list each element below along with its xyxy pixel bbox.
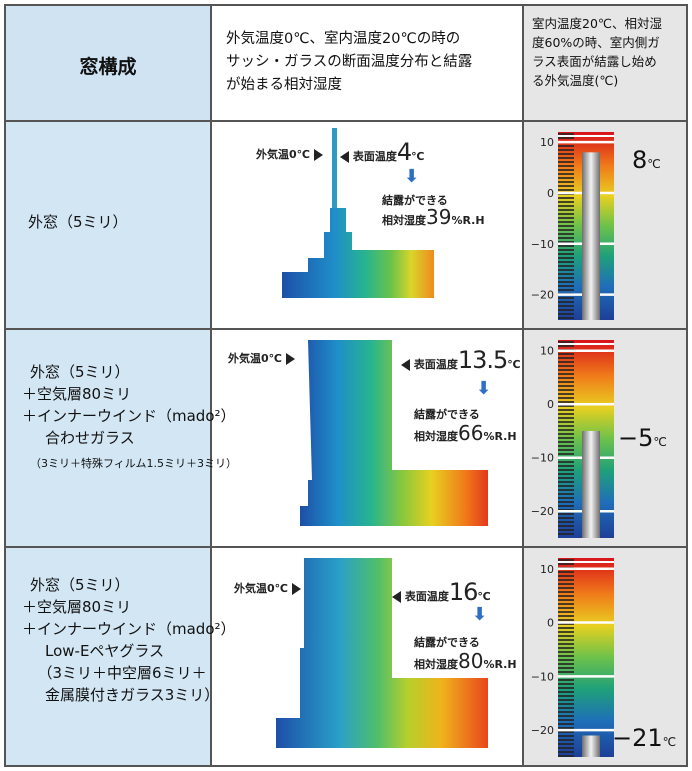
row2-label-note: （3ミリ＋特殊フィルム1.5ミリ＋3ミリ） <box>30 457 238 470</box>
row1-condensation-text: 結露ができる 相対湿度39%R.H <box>382 194 485 229</box>
row1-thermometer-scale: 10 0 −10 −20 <box>531 132 614 320</box>
row2-label-line: 合わせガラス <box>30 429 135 447</box>
row3-outside-temp-label: 外気温0℃ <box>234 580 301 596</box>
header-condensation-outdoor-temp-text: 室内温度20℃、相対湿 度60%の時、室内側ガ ラス表面が結露し始め る外気温度… <box>532 16 662 88</box>
sash-frame <box>282 208 434 298</box>
header-window-composition: 窓構成 <box>6 6 210 120</box>
row3-cross-section <box>276 558 488 748</box>
row3-label-line: （3ミリ＋中空層6ミリ＋ <box>30 664 207 682</box>
row2-label-line: ＋空気層80ミリ <box>22 385 132 403</box>
sash-frame <box>276 558 488 748</box>
scale-tick-label: 0 <box>547 617 554 630</box>
scale-tick-label: −10 <box>531 670 554 683</box>
row3-arrow-icon: ⬇ <box>472 604 488 625</box>
row2-outdoor-temp: −5℃ <box>618 424 667 452</box>
row2-label-line: ＋インナーウインド（mado²） <box>22 407 236 425</box>
scale-tick-label: 10 <box>540 136 554 149</box>
row2-cross-section <box>300 340 488 526</box>
row2-arrow-icon: ⬇ <box>476 378 492 399</box>
row3-label-line: ＋空気層80ミリ <box>22 598 132 616</box>
scale-tick-label: −20 <box>531 724 554 737</box>
row1-label-line: 外窓（5ミリ） <box>28 213 128 231</box>
row3-label: 外窓（5ミリ） ＋空気層80ミリ ＋インナーウインド（mado²） Low-Eペ… <box>22 574 236 706</box>
scale-tick-label: 0 <box>547 398 554 411</box>
row2-label-line: 外窓（5ミリ） <box>30 363 130 381</box>
scale-tick-label: −10 <box>531 452 554 465</box>
grid-vline-2 <box>522 6 524 765</box>
row1-label-cell <box>6 122 210 328</box>
row1-arrow-icon: ⬇ <box>404 166 420 187</box>
scale-tick-label: 0 <box>547 187 554 200</box>
row3-label-line: 外窓（5ミリ） <box>30 576 130 594</box>
scale-tick-label: 10 <box>540 345 554 358</box>
condensation-level-column <box>582 735 600 757</box>
sash-frame <box>300 340 488 526</box>
scale-tick-label: −20 <box>531 505 554 518</box>
grid-vline-1 <box>210 6 212 765</box>
grid-hline-1 <box>6 120 686 122</box>
row2-label: 外窓（5ミリ） ＋空気層80ミリ ＋インナーウインド（mado²） 合わせガラス… <box>22 361 238 475</box>
row2-label-cell <box>6 330 210 546</box>
row3-label-cell <box>6 548 210 765</box>
row3-label-line: ＋インナーウインド（mado²） <box>22 620 236 638</box>
row1-surface-temp-label: 表面温度4℃ <box>340 138 424 166</box>
row2-thermometer-scale: 10 0 −10 −20 <box>531 340 614 538</box>
header-temperature-distribution: 外気温度0℃、室内温度20℃の時の サッシ・ガラスの断面温度分布と結露 が始まる… <box>212 6 522 120</box>
row3-thermometer-scale: 10 0 −10 −20 <box>531 558 614 757</box>
header-condensation-outdoor-temp: 室内温度20℃、相対湿 度60%の時、室内側ガ ラス表面が結露し始め る外気温度… <box>524 6 686 120</box>
comparison-table: 窓構成 外気温度0℃、室内温度20℃の時の サッシ・ガラスの断面温度分布と結露 … <box>4 4 688 767</box>
row3-condensation-text: 結露ができる 相対湿度80%R.H <box>414 636 517 673</box>
header-temperature-distribution-text: 外気温度0℃、室内温度20℃の時の サッシ・ガラスの断面温度分布と結露 が始まる… <box>226 31 473 93</box>
scale-tick-label: 10 <box>540 563 554 576</box>
scale-tick-label: −10 <box>531 238 554 251</box>
row3-label-line: Low-Eペヤグラス <box>30 642 165 660</box>
row3-surface-temp-label: 表面温度16℃ <box>392 578 491 606</box>
grid-hline-3 <box>6 546 686 548</box>
row1-outside-temp-label: 外気温0℃ <box>256 146 323 162</box>
row1-cross-section <box>282 128 434 298</box>
row3-outdoor-temp: −21℃ <box>612 724 677 752</box>
row2-condensation-text: 結露ができる 相対湿度66%R.H <box>414 408 517 445</box>
glass-pane <box>332 128 337 208</box>
grid-hline-2 <box>6 328 686 330</box>
row1-label: 外窓（5ミリ） <box>28 211 128 233</box>
condensation-level-column <box>582 152 600 320</box>
scale-tick-label: −20 <box>531 289 554 302</box>
row3-label-line: 金属膜付きガラス3ミリ） <box>30 686 220 704</box>
row1-outdoor-temp: 8℃ <box>632 146 661 174</box>
condensation-level-column <box>582 430 600 538</box>
row2-outside-temp-label: 外気温0℃ <box>228 350 295 366</box>
row2-surface-temp-label: 表面温度13.5℃ <box>401 346 521 374</box>
